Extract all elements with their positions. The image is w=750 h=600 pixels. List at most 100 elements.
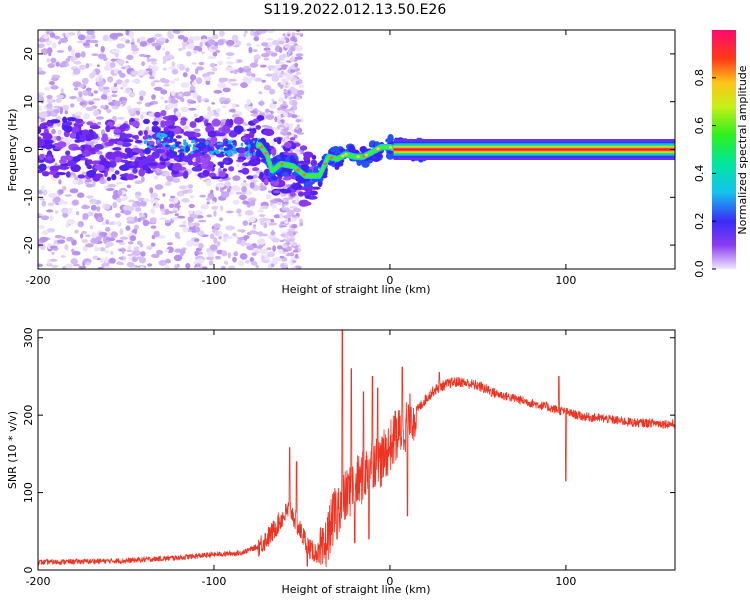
spectrogram-speckle: [178, 185, 188, 190]
spectrogram-speckle: [294, 44, 303, 52]
spectrogram-speckle: [219, 217, 223, 222]
spectrogram-speckle: [48, 192, 57, 199]
spectrogram-speckle: [132, 51, 139, 55]
spectrogram-speckle: [64, 244, 69, 251]
spectrogram-speckle: [217, 60, 223, 66]
spectrogram-speckle: [281, 119, 285, 124]
spectrogram-speckle: [49, 245, 58, 249]
spectrogram-blob: [86, 170, 97, 178]
spectrogram-speckle: [244, 259, 250, 264]
spectrogram-speckle: [293, 232, 296, 235]
spectrogram-blob: [42, 171, 50, 177]
spectrogram-speckle: [266, 247, 272, 251]
spectrogram-blob: [38, 126, 42, 134]
spectrogram-speckle: [155, 202, 159, 207]
spectrogram-blob: [244, 146, 249, 152]
spectrogram-speckle: [284, 44, 291, 49]
spectrogram-speckle: [170, 80, 176, 84]
spectrogram-blob: [227, 145, 233, 149]
spectrogram-speckle: [187, 216, 194, 223]
spectrogram-blob: [289, 191, 296, 197]
spectrogram-blob: [49, 119, 61, 124]
spectrogram-speckle: [79, 101, 85, 106]
spectrogram-speckle: [54, 234, 63, 239]
spectrogram-speckle: [180, 82, 190, 88]
spectrogram-y-tick-label: 0: [22, 146, 35, 153]
spectrogram-blob: [199, 142, 203, 147]
spectrogram-speckle: [270, 263, 275, 268]
spectrogram-speckle: [173, 205, 182, 208]
spectrogram-blob: [160, 110, 167, 117]
spectrogram-ridge-peak: [260, 145, 264, 149]
spectrogram-speckle: [105, 219, 109, 225]
spectrogram-speckle: [210, 233, 215, 240]
snr-y-tick-label: 200: [22, 405, 35, 426]
spectrogram-blob: [179, 148, 185, 152]
spectrogram-speckle: [135, 110, 141, 116]
spectrogram-speckle: [49, 81, 55, 86]
spectrogram-speckle: [97, 121, 102, 125]
spectrogram-speckle: [72, 179, 79, 185]
spectrogram-speckle: [156, 168, 163, 173]
spectrogram-speckle: [100, 106, 106, 109]
spectrogram-speckle: [50, 57, 57, 63]
spectrogram-speckle: [185, 263, 191, 269]
spectrogram-speckle: [211, 102, 215, 105]
spectrogram-speckle: [165, 248, 170, 253]
spectrogram-speckle: [280, 225, 288, 228]
spectrogram-speckle: [248, 222, 253, 226]
spectrogram-speckle: [70, 258, 79, 265]
spectrogram-speckle: [67, 209, 71, 215]
spectrogram-speckle: [272, 204, 277, 209]
spectrogram-blob: [50, 165, 60, 172]
spectrogram-speckle: [226, 236, 234, 240]
spectrogram-blob: [43, 132, 53, 141]
spectrogram-speckle: [138, 256, 147, 264]
spectrogram-speckle: [102, 266, 112, 269]
spectrogram-speckle: [76, 210, 80, 216]
spectrogram-speckle: [180, 106, 189, 113]
spectrogram-ridge-peak: [364, 153, 368, 157]
spectrogram-blob: [233, 125, 244, 134]
spectrogram-speckle: [182, 220, 187, 225]
spectrogram-speckle: [265, 114, 275, 120]
spectrogram-speckle: [142, 219, 150, 227]
spectrogram-ridge-peak: [344, 152, 348, 156]
spectrogram-speckle: [261, 205, 268, 208]
spectrogram-speckle: [200, 51, 206, 54]
spectrogram-speckle: [181, 46, 186, 50]
spectrogram-speckle: [102, 233, 106, 238]
spectrogram-speckle: [116, 197, 122, 203]
spectrogram-speckle: [279, 239, 285, 243]
spectrogram-speckle: [101, 221, 107, 226]
spectrogram-blob: [192, 147, 198, 150]
spectrogram-speckle: [193, 128, 201, 132]
spectrogram-speckle: [93, 90, 98, 94]
spectrogram-speckle: [118, 190, 123, 197]
spectrogram-speckle: [115, 239, 124, 243]
snr-axes: -200 -100 0 100 0 100 200 300: [22, 327, 675, 588]
spectrogram-blob: [263, 178, 269, 186]
spectrogram-speckle: [43, 48, 47, 54]
spectrogram-blob: [159, 135, 163, 140]
spectrogram-speckle: [135, 194, 140, 199]
spectrogram-blob: [298, 191, 304, 197]
spectrogram-speckle: [283, 220, 289, 224]
spectrogram-speckle: [217, 82, 227, 89]
spectrogram-speckle: [260, 64, 267, 68]
spectrogram-speckle: [255, 44, 260, 47]
spectrogram-blob: [223, 147, 229, 152]
spectrogram-speckle: [185, 240, 194, 247]
spectrogram-blob: [255, 137, 258, 142]
spectrogram-speckle: [287, 209, 293, 214]
spectrogram-speckle: [51, 251, 55, 255]
spectrogram-ridge-core: [266, 157, 271, 162]
spectrogram-speckle: [166, 242, 173, 246]
spectrogram-speckle: [211, 205, 219, 210]
spectrogram-blob: [132, 167, 138, 174]
spectrogram-speckle: [237, 237, 245, 240]
spectrogram-blob: [143, 140, 149, 144]
spectrogram-blob: [38, 163, 47, 172]
spectrogram-speckle: [121, 99, 127, 104]
spectrogram-speckle: [125, 78, 130, 84]
